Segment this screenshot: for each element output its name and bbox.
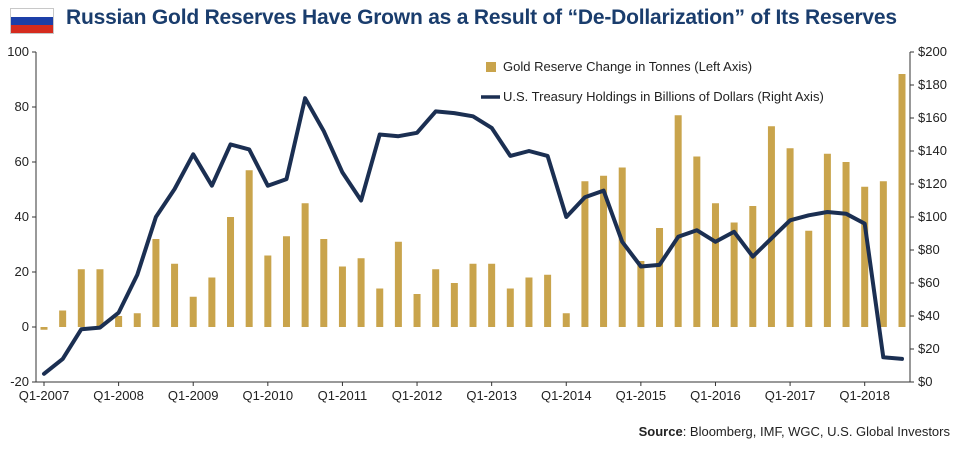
right-tick-label: $160 — [918, 110, 947, 125]
x-tick-label: Q1-2012 — [392, 388, 443, 403]
chart-title: Russian Gold Reserves Have Grown as a Re… — [66, 6, 897, 29]
legend-swatch-gold — [486, 62, 496, 72]
source-note: Source: Bloomberg, IMF, WGC, U.S. Global… — [639, 424, 950, 439]
right-tick-label: $60 — [918, 275, 940, 290]
right-tick-label: $180 — [918, 77, 947, 92]
legend-label-treasury: U.S. Treasury Holdings in Billions of Do… — [503, 89, 824, 104]
source-label: Source — [638, 424, 683, 439]
gold-bar — [227, 217, 235, 327]
gold-bar — [469, 263, 477, 327]
gold-bar — [320, 239, 328, 327]
x-tick-label: Q1-2016 — [690, 388, 741, 403]
left-tick-label: 80 — [15, 99, 29, 114]
treasury-line — [42, 96, 904, 376]
gold-bar — [189, 296, 197, 327]
right-tick-label: $100 — [918, 209, 947, 224]
gold-bar — [115, 316, 123, 327]
gold-bar — [823, 153, 831, 327]
gold-bar — [506, 288, 514, 327]
flag-stripe-white — [11, 9, 53, 17]
gold-bar — [264, 255, 272, 327]
header: Russian Gold Reserves Have Grown as a Re… — [10, 6, 950, 34]
bar-series — [40, 74, 906, 330]
x-tick-label: Q1-2015 — [616, 388, 667, 403]
gold-bar — [786, 148, 794, 327]
right-tick-label: $40 — [918, 308, 940, 323]
gold-bar — [730, 222, 738, 327]
gold-bar — [749, 206, 757, 327]
legend: Gold Reserve Change in Tonnes (Left Axis… — [481, 59, 824, 104]
gold-bar — [357, 258, 365, 327]
gold-bar — [171, 263, 179, 327]
left-tick-label: 100 — [7, 44, 29, 59]
legend-label-gold: Gold Reserve Change in Tonnes (Left Axis… — [503, 59, 752, 74]
gold-bar — [432, 269, 440, 327]
gold-bar — [693, 156, 701, 327]
gold-bar — [301, 203, 309, 327]
gold-bar — [581, 181, 589, 327]
x-tick-label: Q1-2007 — [19, 388, 70, 403]
gold-bar — [767, 126, 775, 327]
x-tick-label: Q1-2008 — [93, 388, 144, 403]
x-tick-label: Q1-2013 — [466, 388, 517, 403]
gold-bar — [133, 313, 141, 327]
flag-stripe-blue — [11, 16, 53, 25]
line-series — [42, 96, 904, 376]
gold-bar — [600, 175, 608, 327]
right-tick-label: $20 — [918, 341, 940, 356]
gold-bar — [376, 288, 384, 327]
gold-bar — [805, 230, 813, 327]
x-tick-label: Q1-2014 — [541, 388, 592, 403]
left-tick-label: 20 — [15, 264, 29, 279]
gold-bar — [208, 277, 216, 327]
right-tick-label: $80 — [918, 242, 940, 257]
gold-bar — [245, 170, 253, 327]
left-tick-label: -20 — [10, 374, 29, 389]
gold-bar — [861, 186, 869, 327]
source-text: : Bloomberg, IMF, WGC, U.S. Global Inves… — [682, 424, 950, 439]
gold-bar — [898, 74, 906, 327]
x-tick-label: Q1-2010 — [243, 388, 294, 403]
left-tick-label: 40 — [15, 209, 29, 224]
gold-bar — [338, 266, 346, 327]
gold-bar — [59, 310, 67, 327]
gold-bar — [394, 241, 402, 327]
gold-bar — [96, 269, 104, 327]
right-tick-label: $120 — [918, 176, 947, 191]
axes: -20 0 20 40 60 80 100 $0 $20 $40 $60 $80 $100 $120 $14… — [7, 44, 947, 403]
gold-bar — [674, 115, 682, 327]
x-tick-label: Q1-2011 — [318, 388, 368, 403]
gold-bar — [413, 294, 421, 327]
right-tick-label: $0 — [918, 374, 932, 389]
gold-bar — [711, 203, 719, 327]
left-tick-label: 60 — [15, 154, 29, 169]
gold-bar — [656, 228, 664, 327]
gold-bar — [842, 162, 850, 327]
gold-bar — [544, 274, 552, 327]
x-tick-label: Q1-2009 — [168, 388, 219, 403]
chart: -20 0 20 40 60 80 100 $0 $20 $40 $60 $80 $100 $120 $14… — [7, 44, 947, 403]
gold-bar — [450, 283, 458, 327]
russia-flag-icon — [10, 8, 54, 34]
gold-bar — [525, 277, 533, 327]
right-tick-label: $200 — [918, 44, 947, 59]
right-tick-label: $140 — [918, 143, 947, 158]
gold-bar — [77, 269, 85, 327]
gold-bar — [40, 327, 48, 330]
gold-bar — [879, 181, 887, 327]
gold-bar — [152, 239, 160, 327]
flag-stripe-red — [11, 24, 53, 33]
gold-bar — [488, 263, 496, 327]
x-tick-label: Q1-2018 — [839, 388, 890, 403]
gold-bar — [637, 261, 645, 327]
x-tick-label: Q1-2017 — [765, 388, 816, 403]
left-tick-label: 0 — [22, 319, 29, 334]
gold-bar — [562, 313, 570, 327]
gold-bar — [618, 167, 626, 327]
gold-bar — [282, 236, 290, 327]
